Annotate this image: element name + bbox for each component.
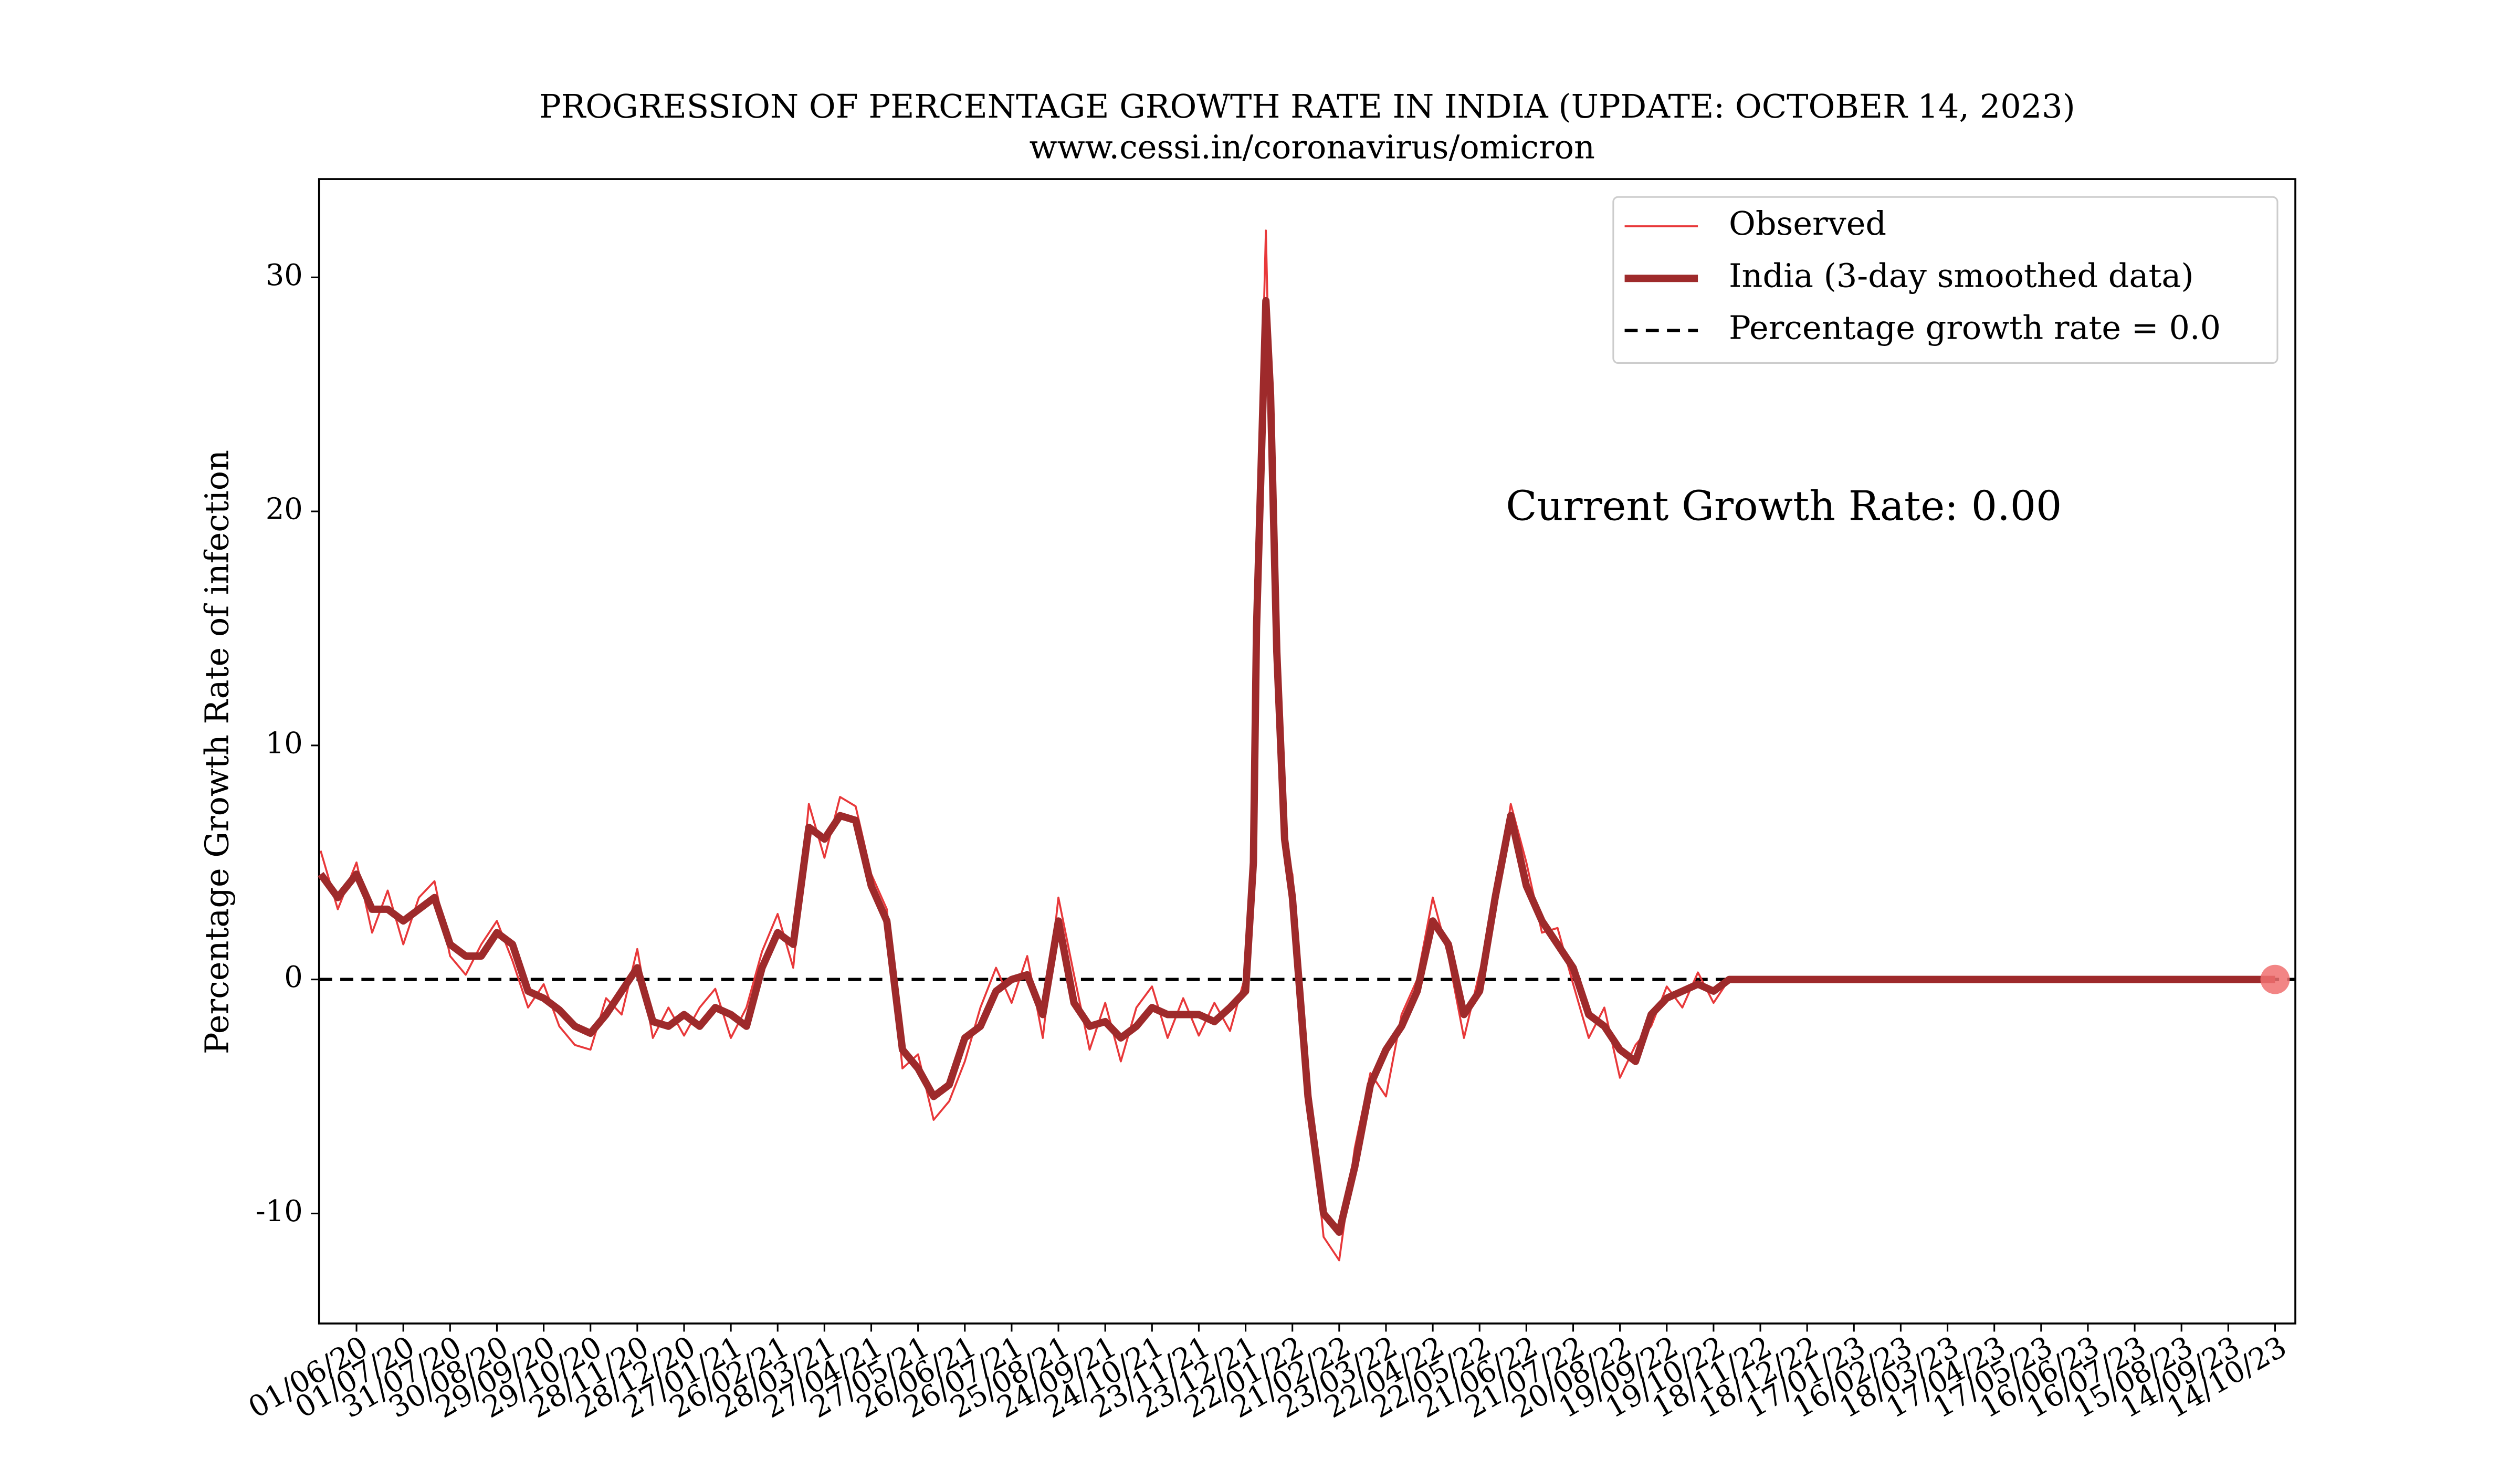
chart-title: PROGRESSION OF PERCENTAGE GROWTH RATE IN…	[539, 87, 2075, 125]
y-tick-label: 10	[266, 726, 303, 760]
legend-label: India (3-day smoothed data)	[1729, 256, 2194, 295]
legend-box	[1612, 196, 2278, 364]
y-tick-label: 30	[266, 258, 303, 292]
y-tick-label: 0	[284, 960, 303, 994]
chart-subtitle: www.cessi.in/coronavirus/omicron	[1030, 128, 1595, 166]
legend-label: Observed	[1729, 204, 1886, 243]
series-line	[319, 229, 2275, 1262]
plot-frame	[318, 178, 2296, 1325]
annotation: Current Growth Rate: 0.00	[1506, 483, 2062, 530]
series-line	[318, 297, 2275, 1236]
y-tick-label: -10	[256, 1194, 303, 1228]
y-axis-label: Percentage Growth Rate of infection	[198, 450, 236, 1054]
current-point	[2260, 964, 2290, 994]
y-tick-label: 20	[266, 492, 303, 527]
legend-label: Percentage growth rate = 0.0	[1729, 309, 2221, 347]
